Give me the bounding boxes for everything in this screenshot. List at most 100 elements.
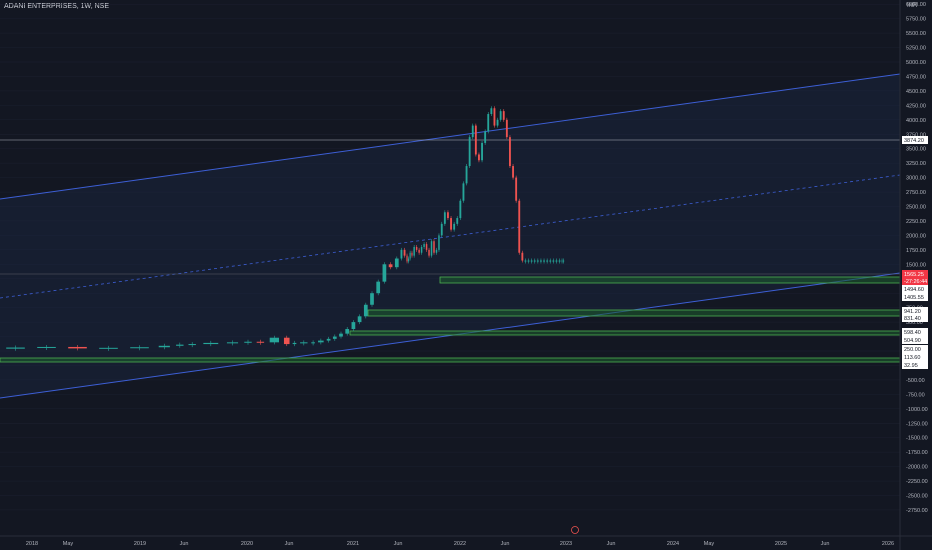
x-tick-label: Jun	[285, 541, 294, 547]
x-tick-label: Jun	[607, 541, 616, 547]
y-tick-label: 2000.00	[906, 233, 926, 239]
candle-body	[512, 166, 514, 178]
candle-body	[462, 183, 465, 201]
candle-body	[332, 336, 337, 339]
candle-body	[430, 241, 433, 256]
y-tick-label: -2250.00	[906, 479, 928, 485]
candle-body	[6, 347, 25, 349]
candle-body	[400, 249, 403, 259]
currency-label: INR	[907, 3, 918, 9]
price-marker-label: 831.40	[904, 316, 921, 322]
price-marker-box	[902, 270, 928, 278]
candle-body	[376, 281, 381, 294]
price-marker-box	[902, 285, 928, 293]
x-tick-label: 2021	[347, 541, 359, 547]
price-marker-box	[902, 293, 928, 301]
candle-body	[176, 344, 184, 346]
y-tick-label: 6000.00	[906, 2, 926, 8]
price-marker-box	[902, 361, 928, 369]
candle-body	[493, 108, 496, 126]
y-tick-label: -1500.00	[906, 436, 928, 442]
y-tick-label: 5500.00	[906, 31, 926, 37]
candle-body	[496, 119, 499, 126]
candle-body	[403, 249, 406, 256]
candle-body	[471, 125, 474, 138]
price-marker-label: 941.20	[904, 309, 921, 315]
candle-body	[425, 244, 428, 250]
candle-body	[521, 252, 524, 261]
candle-body	[406, 255, 408, 262]
y-tick-label: 3750.00	[906, 132, 926, 138]
candle-body	[407, 258, 410, 262]
y-tick-label: -750.00	[906, 392, 925, 398]
y-tick-label: 4500.00	[906, 89, 926, 95]
candle-body	[561, 260, 563, 262]
x-tick-label: 2024	[667, 541, 679, 547]
y-tick-label: 4000.00	[906, 118, 926, 124]
price-marker-label: 113.60	[904, 355, 920, 361]
y-tick-label: 4250.00	[906, 103, 926, 109]
y-tick-label: 2750.00	[906, 190, 926, 196]
candle-body	[505, 119, 508, 138]
candle-body	[433, 241, 435, 253]
candle-body	[418, 249, 420, 253]
candle-body	[311, 342, 315, 344]
support-zone	[0, 357, 901, 363]
price-marker-box	[902, 307, 928, 315]
y-tick-label: 500.00	[906, 320, 923, 326]
candle-body	[443, 212, 446, 224]
y-tick-label: -500.00	[906, 378, 925, 384]
candle-body	[527, 260, 530, 262]
price-marker-label: 1405.55	[904, 295, 924, 301]
candle-body	[382, 264, 387, 282]
y-tick-label: -1000.00	[906, 407, 928, 413]
y-tick-label: 2500.00	[906, 205, 926, 211]
y-tick-label: -2500.00	[906, 494, 928, 500]
candle-body	[487, 114, 490, 132]
candle-body	[300, 342, 308, 344]
candle-body	[345, 329, 350, 334]
candle-body	[99, 347, 118, 349]
y-tick-label: 3250.00	[906, 161, 926, 167]
candle-body	[509, 137, 511, 167]
candle-body	[326, 338, 331, 341]
price-marker-box	[902, 136, 928, 144]
price-marker-box	[902, 353, 928, 361]
candle-body	[543, 260, 545, 262]
y-tick-label: -2000.00	[906, 465, 928, 471]
candle-body	[203, 342, 219, 345]
candle-body	[318, 340, 324, 343]
candle-body	[533, 260, 536, 262]
x-tick-label: Jun	[394, 541, 403, 547]
channel-upper-line	[0, 73, 901, 200]
x-tick-label: 2023	[560, 541, 572, 547]
y-tick-label: 5000.00	[906, 60, 926, 66]
candle-body	[447, 212, 449, 219]
candle-body	[420, 246, 423, 253]
candle-body	[351, 322, 356, 330]
candle-body	[474, 125, 477, 155]
candle-body	[456, 218, 459, 224]
channel-fill	[0, 74, 900, 398]
candle-body	[481, 142, 483, 161]
candle-body	[502, 111, 505, 120]
price-marker-box	[902, 345, 928, 353]
price-marker-box	[902, 277, 928, 285]
candle-body	[562, 260, 565, 262]
y-tick-label: 1500.00	[906, 262, 926, 268]
price-marker-label: 504.90	[904, 338, 921, 344]
candle-body	[490, 108, 493, 115]
candle-body	[540, 260, 542, 262]
candle-body	[256, 341, 265, 343]
candle-body	[499, 111, 502, 120]
candle-body	[515, 177, 518, 201]
candle-body	[388, 264, 393, 268]
candle-body	[37, 346, 56, 348]
support-zone	[439, 276, 901, 284]
candle-body	[459, 200, 462, 219]
price-marker-label: 1494.60	[904, 287, 924, 293]
x-tick-label: Jun	[501, 541, 510, 547]
candle-body	[465, 166, 468, 184]
x-tick-label: May	[704, 541, 715, 547]
